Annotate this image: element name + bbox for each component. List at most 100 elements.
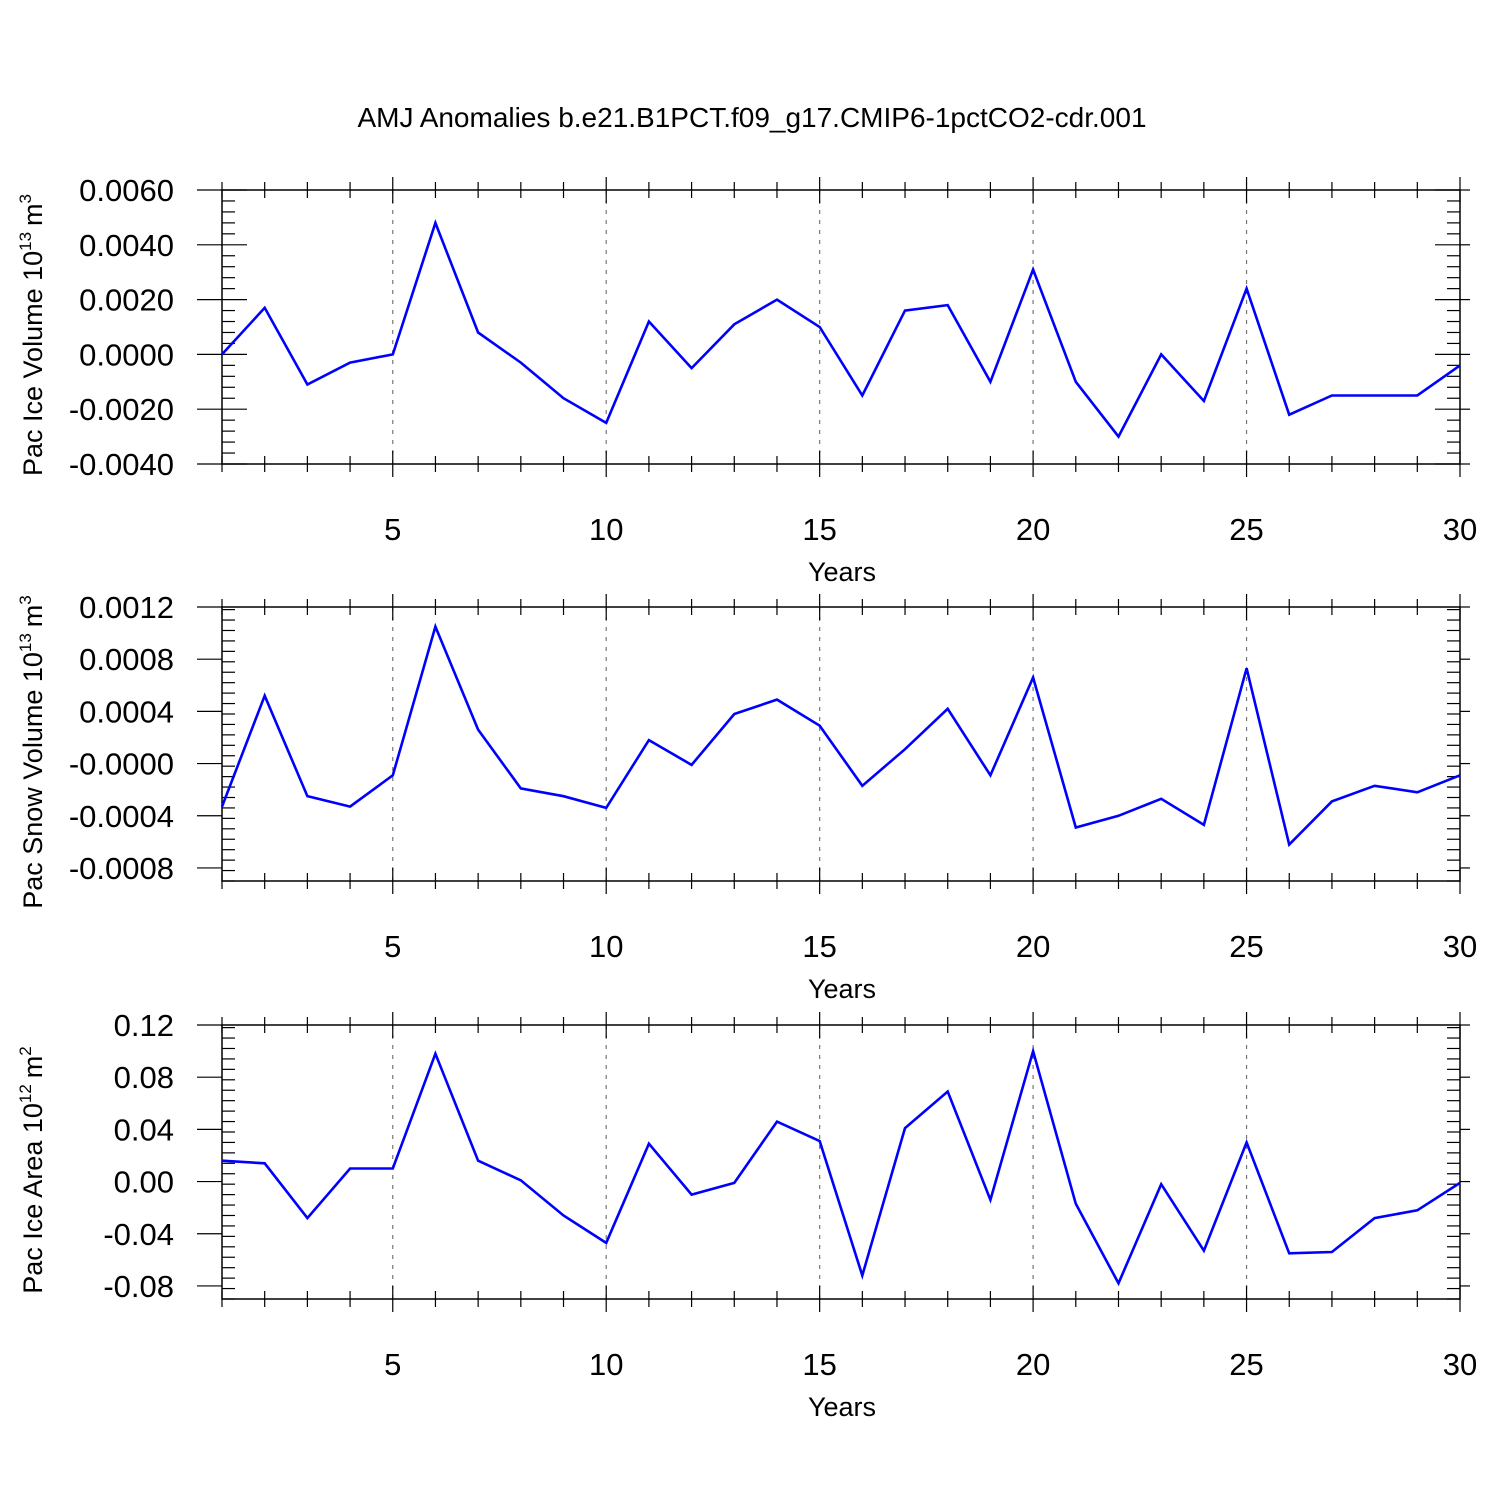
ice-volume-series-line — [221, 219, 1461, 439]
ice-volume-data-point — [348, 361, 352, 365]
ice-area-data-point — [1415, 1208, 1419, 1212]
ice-volume-data-point — [476, 330, 480, 334]
ice-volume-data-point — [1287, 413, 1291, 417]
ice-volume-data-point — [1330, 394, 1334, 398]
snow-volume-data-point — [903, 747, 907, 751]
ice-area-data-point — [1330, 1250, 1334, 1254]
snow-volume-data-point — [647, 738, 651, 742]
ice-volume-data-point — [604, 421, 608, 425]
ice-volume-y-axis-label: Pac Ice Volume 1013m3 — [16, 194, 48, 476]
ice-area-data-point — [690, 1193, 694, 1197]
ice-volume-data-point — [946, 303, 950, 307]
ice-area-data-point — [1202, 1249, 1206, 1253]
snow-volume-data-point — [1330, 799, 1334, 803]
snow-volume-x-tick-label: 25 — [1229, 929, 1263, 964]
snow-volume-x-tick-label: 30 — [1443, 929, 1477, 964]
ice-volume-x-tick-label: 15 — [802, 512, 836, 547]
snow-volume-data-point — [775, 698, 779, 702]
snow-volume-plot-frame — [221, 606, 1461, 882]
ice-volume-y-tick-label: 0.0000 — [79, 337, 174, 372]
ice-area-y-tick-label: -0.04 — [103, 1217, 174, 1252]
ice-volume-data-point — [1245, 287, 1249, 291]
snow-volume-data-point — [1031, 675, 1035, 679]
ice-volume-data-point — [647, 320, 651, 324]
snow-volume-data-point — [1074, 826, 1078, 830]
ice-volume-data-point — [860, 394, 864, 398]
ice-volume-data-point — [1202, 399, 1206, 403]
ice-area-data-point — [946, 1090, 950, 1094]
ice-area-y-tick-label: 0.12 — [114, 1008, 174, 1043]
ice-area-data-point — [1373, 1216, 1377, 1220]
ice-volume-x-axis-label: Years — [808, 557, 876, 587]
ice-area-x-axis-label: Years — [808, 1392, 876, 1422]
snow-volume-data-point — [1116, 814, 1120, 818]
ice-area-x-tick-label: 15 — [802, 1347, 836, 1382]
snow-volume-data-point — [263, 694, 267, 698]
ice-area-plot-frame — [221, 1024, 1461, 1300]
snow-volume-x-tick-label: 15 — [802, 929, 836, 964]
snow-volume-x-tick-label: 10 — [589, 929, 623, 964]
ice-volume-x-tick-label: 25 — [1229, 512, 1263, 547]
snow-volume-y-tick-label: -0.0004 — [69, 799, 174, 834]
ice-area-y-tick-label: -0.08 — [103, 1269, 174, 1304]
snow-volume-data-point — [988, 773, 992, 777]
snow-volume-data-point — [860, 784, 864, 788]
ice-volume-data-point — [263, 306, 267, 310]
ice-area-data-point — [1159, 1182, 1163, 1186]
ice-area-x-tick-label: 25 — [1229, 1347, 1263, 1382]
ice-area-data-point — [519, 1178, 523, 1182]
snow-volume-data-point — [220, 805, 224, 809]
ice-volume-data-point — [988, 380, 992, 384]
snow-volume-data-point — [604, 806, 608, 810]
ice-area-data-point — [732, 1181, 736, 1185]
ice-area-y-tick-label: 0.04 — [114, 1112, 174, 1147]
snow-volume-data-point — [1415, 790, 1419, 794]
ice-volume-x-tick-label: 5 — [384, 512, 401, 547]
ice-area-data-point — [860, 1274, 864, 1278]
ice-area-data-point — [220, 1159, 224, 1163]
snow-volume-data-point — [1245, 666, 1249, 670]
snow-volume-y-tick-label: 0.0004 — [79, 694, 174, 729]
ice-volume-plot-frame — [221, 189, 1461, 465]
ice-area-x-tick-label: 5 — [384, 1347, 401, 1382]
snow-volume-x-tick-label: 5 — [384, 929, 401, 964]
ice-area-x-tick-label: 30 — [1443, 1347, 1477, 1382]
ice-volume-y-tick-label: 0.0060 — [79, 173, 174, 208]
ice-volume-data-point — [1373, 394, 1377, 398]
ice-volume-data-point — [818, 325, 822, 329]
snow-volume-data-point — [946, 707, 950, 711]
snow-volume-data-point — [1202, 823, 1206, 827]
ice-area-data-point — [562, 1213, 566, 1217]
ice-volume-data-point — [220, 352, 224, 356]
snow-volume-data-point — [305, 794, 309, 798]
snow-volume-data-point — [1159, 797, 1163, 801]
snow-volume-x-tick-label: 20 — [1016, 929, 1050, 964]
snow-volume-data-point — [476, 728, 480, 732]
snow-volume-data-point — [732, 712, 736, 716]
snow-volume-data-point — [391, 773, 395, 777]
ice-area-data-point — [1458, 1181, 1462, 1185]
ice-area-data-point — [305, 1216, 309, 1220]
snow-volume-data-point — [433, 625, 437, 629]
snow-volume-y-axis-label: Pac Snow Volume 1013m3 — [16, 595, 48, 909]
ice-area-data-point — [1074, 1202, 1078, 1206]
ice-area-series-line — [221, 1046, 1461, 1287]
ice-volume-data-point — [1415, 394, 1419, 398]
snow-volume-data-point — [690, 763, 694, 767]
ice-volume-y-tick-label: 0.0020 — [79, 283, 174, 318]
snow-volume-data-point — [818, 724, 822, 728]
snow-volume-y-tick-label: 0.0008 — [79, 642, 174, 677]
ice-area-data-point — [433, 1052, 437, 1056]
ice-area-y-axis-label: Pac Ice Area 1012m2 — [16, 1046, 48, 1294]
ice-volume-data-point — [1116, 435, 1120, 439]
ice-volume-data-point — [775, 298, 779, 302]
snow-volume-x-axis-label: Years — [808, 974, 876, 1004]
ice-volume-data-point — [562, 396, 566, 400]
snow-volume-data-point — [1458, 773, 1462, 777]
ice-area-data-point — [1031, 1049, 1035, 1053]
ice-area-x-tick-label: 10 — [589, 1347, 623, 1382]
snow-volume-data-point — [1373, 784, 1377, 788]
ice-area-data-point — [604, 1241, 608, 1245]
ice-volume-data-point — [732, 322, 736, 326]
